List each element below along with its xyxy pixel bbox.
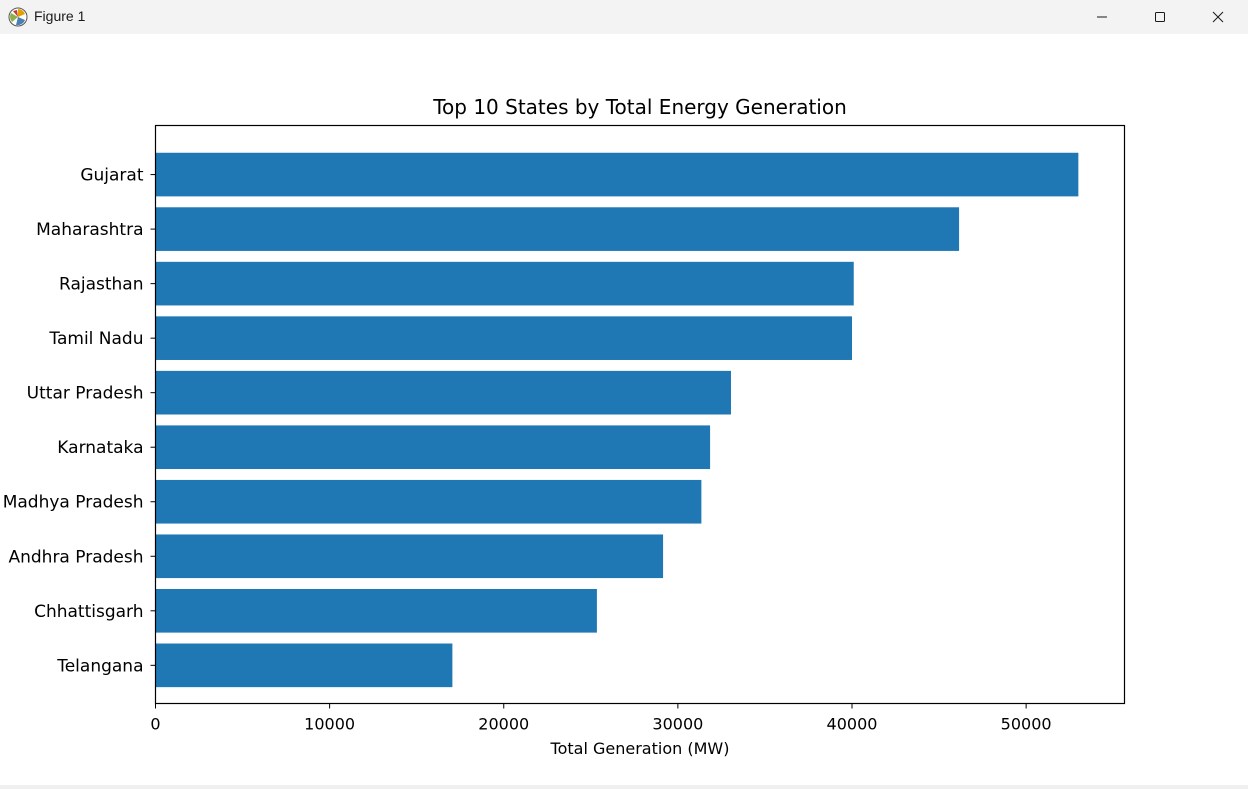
bar-uttar-pradesh bbox=[155, 370, 731, 415]
y-tick-label: Tamil Nadu bbox=[48, 329, 143, 349]
bar-chart: Top 10 States by Total Energy Generation… bbox=[3, 95, 1126, 758]
y-tick-label: Telangana bbox=[56, 656, 143, 676]
maximize-icon bbox=[1154, 8, 1166, 27]
bar-telangana bbox=[155, 643, 453, 688]
bar-gujarat bbox=[155, 152, 1079, 197]
bottom-edge bbox=[0, 785, 1248, 789]
figure-canvas[interactable]: Top 10 States by Total Energy Generation… bbox=[0, 34, 1248, 785]
chart-title: Top 10 States by Total Energy Generation bbox=[432, 95, 847, 119]
x-tick-label: 40000 bbox=[827, 715, 878, 734]
title-bar[interactable]: Figure 1 bbox=[0, 0, 1248, 34]
bar-madhya-pradesh bbox=[155, 479, 702, 524]
x-tick-label: 50000 bbox=[1001, 715, 1052, 734]
bar-rajasthan bbox=[155, 261, 854, 306]
y-tick-label: Rajasthan bbox=[59, 275, 144, 295]
bar-chhattisgarh bbox=[155, 588, 597, 633]
maximize-button[interactable] bbox=[1137, 0, 1183, 34]
x-tick-label: 20000 bbox=[478, 715, 529, 734]
minimize-icon bbox=[1096, 8, 1108, 27]
close-button[interactable] bbox=[1195, 0, 1241, 34]
y-tick-label: Andhra Pradesh bbox=[8, 547, 143, 567]
y-tick-label: Karnataka bbox=[57, 438, 143, 458]
bar-andhra-pradesh bbox=[155, 534, 664, 579]
plot-frame bbox=[154, 124, 1126, 705]
y-tick-label: Gujarat bbox=[80, 166, 143, 186]
window-title: Figure 1 bbox=[34, 8, 86, 24]
x-tick-label: 10000 bbox=[304, 715, 355, 734]
bar-tamil-nadu bbox=[155, 316, 852, 360]
y-tick-label: Chhattisgarh bbox=[34, 602, 143, 622]
close-icon bbox=[1212, 8, 1224, 27]
matplotlib-icon bbox=[8, 7, 28, 27]
x-axis-label: Total Generation (MW) bbox=[550, 739, 730, 758]
bar-karnataka bbox=[155, 425, 711, 470]
bar-maharashtra bbox=[155, 207, 960, 251]
y-tick-label: Uttar Pradesh bbox=[27, 384, 144, 404]
x-tick-label: 0 bbox=[150, 715, 160, 734]
y-tick-label: Maharashtra bbox=[36, 220, 143, 240]
x-tick-label: 30000 bbox=[652, 715, 703, 734]
y-tick-label: Madhya Pradesh bbox=[3, 493, 144, 513]
minimize-button[interactable] bbox=[1079, 0, 1125, 34]
